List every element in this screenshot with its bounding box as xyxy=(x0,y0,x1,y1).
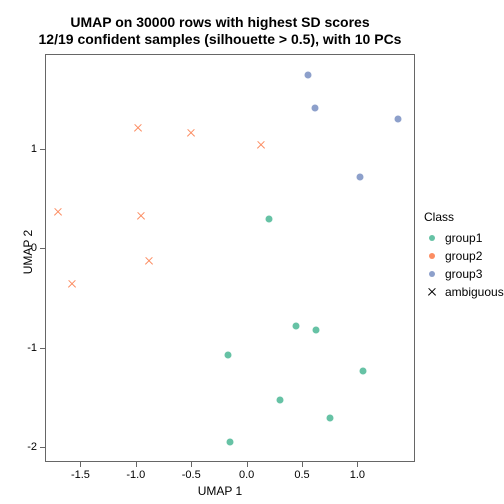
legend-item: group3 xyxy=(424,265,504,283)
x-tick-mark xyxy=(247,462,248,467)
y-axis-label: UMAP 2 xyxy=(6,0,50,504)
y-tick-label: 1 xyxy=(31,143,37,155)
point-group1 xyxy=(313,326,320,333)
point-group3 xyxy=(304,71,311,78)
legend-item: group1 xyxy=(424,229,504,247)
point-group2 xyxy=(256,140,266,150)
y-tick-mark xyxy=(40,447,45,448)
plot-panel xyxy=(45,54,415,462)
point-group1 xyxy=(293,322,300,329)
x-tick-mark xyxy=(357,462,358,467)
y-tick-label: -1 xyxy=(27,342,37,354)
point-group1 xyxy=(326,415,333,422)
x-tick-label: -1.0 xyxy=(126,469,145,481)
scatter-figure: UMAP on 30000 rows with highest SD score… xyxy=(0,0,504,504)
point-group1 xyxy=(265,216,272,223)
x-tick-label: 1.0 xyxy=(350,469,365,481)
legend: Class group1 group2 group3 ambiguous xyxy=(424,210,504,301)
cross-icon xyxy=(428,288,437,297)
point-group2 xyxy=(67,279,77,289)
y-tick-label: -2 xyxy=(27,441,37,453)
point-group3 xyxy=(395,115,402,122)
legend-item: ambiguous xyxy=(424,283,504,301)
chart-title-line1: UMAP on 30000 rows with highest SD score… xyxy=(0,14,440,32)
x-tick-mark xyxy=(136,462,137,467)
legend-swatch xyxy=(424,230,440,246)
point-group1 xyxy=(276,397,283,404)
point-group2 xyxy=(53,207,63,217)
y-tick-mark xyxy=(40,348,45,349)
x-tick-label: 0.0 xyxy=(239,469,254,481)
point-group2 xyxy=(133,123,143,133)
point-group2 xyxy=(136,211,146,221)
point-group3 xyxy=(312,104,319,111)
point-group3 xyxy=(356,174,363,181)
legend-swatch xyxy=(424,266,440,282)
x-tick-mark xyxy=(80,462,81,467)
x-tick-mark xyxy=(191,462,192,467)
x-tick-label: -0.5 xyxy=(182,469,201,481)
legend-swatch xyxy=(424,248,440,264)
x-axis-label: UMAP 1 xyxy=(0,484,440,498)
point-group2 xyxy=(186,128,196,138)
y-tick-mark xyxy=(40,248,45,249)
legend-label: group2 xyxy=(445,249,482,263)
dot-icon xyxy=(429,235,435,241)
legend-swatch xyxy=(424,284,440,300)
point-group1 xyxy=(227,439,234,446)
y-tick-mark xyxy=(40,149,45,150)
x-tick-label: -1.5 xyxy=(71,469,90,481)
dot-icon xyxy=(429,253,435,259)
x-tick-label: 0.5 xyxy=(294,469,309,481)
point-group1 xyxy=(359,368,366,375)
legend-title: Class xyxy=(424,210,504,224)
legend-label: group3 xyxy=(445,267,482,281)
legend-label: ambiguous xyxy=(445,285,504,299)
chart-title-line2: 12/19 confident samples (silhouette > 0.… xyxy=(0,31,440,49)
legend-label: group1 xyxy=(445,231,482,245)
x-tick-mark xyxy=(302,462,303,467)
dot-icon xyxy=(429,271,435,277)
point-group1 xyxy=(224,351,231,358)
y-tick-label: 0 xyxy=(31,242,37,254)
point-group2 xyxy=(144,256,154,266)
legend-item: group2 xyxy=(424,247,504,265)
